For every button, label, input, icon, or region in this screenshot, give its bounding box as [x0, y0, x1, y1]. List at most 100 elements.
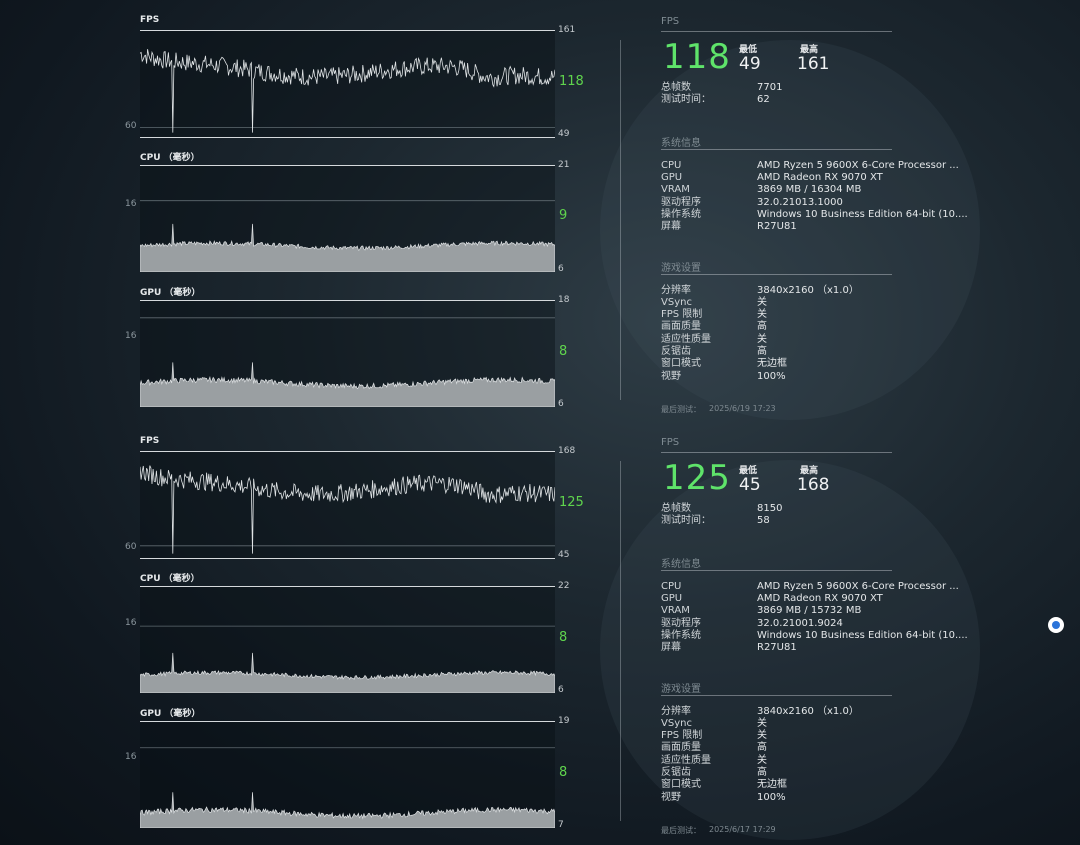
fps-chart-background: [140, 30, 555, 138]
setting-value-window-mode: 无边框: [757, 779, 787, 790]
setting-value-window-mode: 无边框: [757, 358, 787, 369]
system-label-vram: VRAM: [661, 184, 690, 195]
benchmark-result-2: FPS CPU （毫秒） GPU （毫秒） 168 60 45 125 22 1…: [0, 421, 1080, 842]
gpu-grid-tick: 16: [125, 752, 137, 762]
fps-min-label: 最低: [739, 45, 758, 55]
fps-min-label: 最低: [739, 466, 758, 476]
system-value-cpu: AMD Ryzen 5 9600X 6-Core Processor ...: [757, 160, 959, 171]
fps-grid-tick: 60: [125, 542, 137, 552]
benchmark-result-1: FPS CPU （毫秒） GPU （毫秒） 161 60 49 118 21 1…: [0, 0, 1080, 421]
cpu-trace: [140, 223, 555, 272]
gpu-min-tick: 7: [558, 820, 564, 830]
fps-section-title: FPS: [661, 437, 680, 448]
setting-label-antialiasing: 反锯齿: [661, 346, 691, 357]
setting-value-antialiasing: 高: [757, 346, 767, 357]
section-rule: [661, 149, 892, 150]
setting-value-fov: 100%: [757, 792, 786, 803]
setting-value-antialiasing: 高: [757, 767, 767, 778]
section-rule: [661, 570, 892, 571]
fps-min-tick: 49: [558, 129, 570, 139]
gpu-chart: [140, 300, 555, 407]
last-test-label: 最后测试：: [661, 405, 701, 414]
fps-trace: [140, 49, 555, 133]
gpu-chart-background: [140, 721, 555, 828]
setting-value-adaptive-quality: 关: [757, 334, 767, 345]
system-label-driver: 驱动程序: [661, 618, 701, 629]
system-label-os: 操作系统: [661, 630, 701, 641]
gpu-min-tick: 6: [558, 399, 564, 409]
cpu-max-tick: 21: [558, 160, 570, 170]
setting-label-antialiasing: 反锯齿: [661, 767, 691, 778]
assistant-bubble-icon[interactable]: [1048, 617, 1064, 633]
section-rule: [661, 31, 892, 32]
system-value-os: Windows 10 Business Edition 64-bit (10..…: [757, 209, 968, 220]
system-section-title: 系统信息: [661, 138, 701, 149]
cpu-min-tick: 6: [558, 685, 564, 695]
setting-label-quality: 画面质量: [661, 742, 701, 753]
fps-grid-tick: 60: [125, 121, 137, 131]
fps-max-tick: 161: [558, 25, 576, 35]
setting-value-resolution: 3840x2160 （x1.0）: [757, 706, 859, 717]
gpu-chart-label: GPU （毫秒）: [140, 288, 201, 298]
fps-current-value: 125: [559, 495, 584, 510]
fps-max-label: 最高: [800, 45, 819, 55]
fps-chart: [140, 451, 555, 559]
system-label-screen: 屏幕: [661, 221, 681, 232]
setting-value-fps-limit: 关: [757, 730, 767, 741]
setting-value-quality: 高: [757, 321, 767, 332]
setting-value-resolution: 3840x2160 （x1.0）: [757, 285, 859, 296]
setting-label-fov: 视野: [661, 371, 681, 382]
system-value-vram: 3869 MB / 15732 MB: [757, 605, 862, 616]
setting-value-vsync: 关: [757, 297, 767, 308]
system-value-driver: 32.0.21001.9024: [757, 618, 843, 629]
setting-value-adaptive-quality: 关: [757, 755, 767, 766]
cpu-current-value: 8: [559, 630, 568, 645]
total-frames-value: 8150: [757, 503, 783, 514]
system-value-driver: 32.0.21013.1000: [757, 197, 843, 208]
system-value-cpu: AMD Ryzen 5 9600X 6-Core Processor ...: [757, 581, 959, 592]
cpu-chart-label: CPU （毫秒）: [140, 574, 200, 584]
fps-trace: [140, 465, 555, 554]
system-label-driver: 驱动程序: [661, 197, 701, 208]
system-label-os: 操作系统: [661, 209, 701, 220]
system-label-screen: 屏幕: [661, 642, 681, 653]
last-test-label: 最后测试：: [661, 826, 701, 835]
setting-value-quality: 高: [757, 742, 767, 753]
system-label-gpu: GPU: [661, 172, 683, 183]
divider: [620, 40, 621, 400]
system-value-gpu: AMD Radeon RX 9070 XT: [757, 593, 883, 604]
settings-section-title: 游戏设置: [661, 263, 701, 274]
test-time-label: 测试时间：: [661, 94, 711, 105]
test-time-value: 62: [757, 94, 770, 105]
cpu-chart: [140, 586, 555, 693]
setting-value-fov: 100%: [757, 371, 786, 382]
fps-max-tick: 168: [558, 446, 576, 456]
fps-chart-label: FPS: [140, 15, 160, 25]
cpu-grid-tick: 16: [125, 618, 137, 628]
cpu-chart: [140, 165, 555, 272]
section-rule: [661, 274, 892, 275]
gpu-chart: [140, 721, 555, 828]
setting-label-resolution: 分辨率: [661, 285, 691, 296]
fps-min-value: 49: [739, 54, 761, 74]
section-rule: [661, 452, 892, 453]
setting-label-resolution: 分辨率: [661, 706, 691, 717]
system-label-cpu: CPU: [661, 160, 682, 171]
fps-min-value: 45: [739, 475, 761, 495]
cpu-min-tick: 6: [558, 264, 564, 274]
settings-section-title: 游戏设置: [661, 684, 701, 695]
setting-label-vsync: VSync: [661, 718, 692, 729]
cpu-current-value: 9: [559, 208, 568, 223]
system-value-gpu: AMD Radeon RX 9070 XT: [757, 172, 883, 183]
test-time-label: 测试时间：: [661, 515, 711, 526]
test-time-value: 58: [757, 515, 770, 526]
total-frames-label: 总帧数: [661, 503, 691, 514]
section-rule: [661, 695, 892, 696]
setting-label-window-mode: 窗口模式: [661, 779, 701, 790]
last-test-value: 2025/6/19 17:23: [709, 404, 776, 413]
fps-chart: [140, 30, 555, 138]
system-value-screen: R27U81: [757, 642, 797, 653]
fps-max-value: 168: [797, 475, 830, 495]
fps-chart-label: FPS: [140, 436, 160, 446]
fps-chart-background: [140, 451, 555, 559]
